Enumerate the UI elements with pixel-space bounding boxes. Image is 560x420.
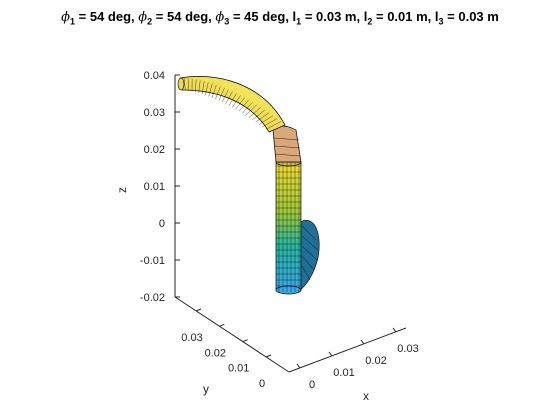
sub-1: 1 bbox=[70, 16, 76, 27]
x-ticks: 0 0.01 0.02 0.03 bbox=[296, 327, 419, 391]
x-tick-label: 0 bbox=[309, 379, 315, 391]
title-phi1: = 54 deg, bbox=[78, 9, 135, 24]
x-tick-label: 0.01 bbox=[333, 367, 354, 379]
z-axis-label: z bbox=[115, 187, 129, 193]
x-tick-label: 0.02 bbox=[365, 355, 386, 367]
title-phi2: = 54 deg, bbox=[155, 9, 212, 24]
segment-3-arc bbox=[177, 76, 286, 133]
y-tick-label: 0.03 bbox=[181, 332, 202, 344]
segment-2-tube bbox=[272, 125, 302, 163]
title-l3: = 0.03 m bbox=[447, 9, 499, 24]
title-l2: = 0.01 m, bbox=[375, 9, 432, 24]
x-tick-mark bbox=[328, 351, 333, 357]
z-tick-label: 0.03 bbox=[144, 107, 165, 119]
z-ticks: -0.02 -0.01 0 0.01 0.02 0.03 0.04 bbox=[140, 70, 180, 304]
x-tick-mark bbox=[360, 339, 365, 345]
x-axis-label: x bbox=[363, 389, 369, 403]
chart-title: ϕ1 = 54 deg, ϕ2 = 54 deg, ϕ3 = 45 deg, l… bbox=[61, 9, 499, 27]
sub-l2: 2 bbox=[367, 16, 373, 27]
y-tick-label: 0 bbox=[259, 378, 265, 390]
x-tick-label: 0.03 bbox=[397, 343, 418, 355]
segment-1-bulge bbox=[299, 220, 320, 291]
y-axis-label: y bbox=[203, 382, 209, 396]
x-tick-mark bbox=[392, 327, 397, 333]
z-tick-label: 0.02 bbox=[144, 144, 165, 156]
x-tick-mark bbox=[296, 363, 301, 369]
y-axis-line bbox=[174, 296, 290, 373]
y-tick-label: 0.01 bbox=[228, 363, 249, 375]
z-tick-label: -0.02 bbox=[140, 292, 165, 304]
segment-1-tube bbox=[275, 157, 302, 295]
z-tick-label: 0 bbox=[159, 218, 165, 230]
y-tick-mark bbox=[219, 323, 225, 327]
sub-3: 3 bbox=[224, 16, 230, 27]
z-tick-label: 0.01 bbox=[144, 181, 165, 193]
phi-symbol: ϕ bbox=[61, 10, 71, 25]
y-tick-mark bbox=[242, 339, 248, 343]
x-axis-line bbox=[288, 327, 407, 373]
title-l1: = 0.03 m, bbox=[304, 9, 361, 24]
y-tick-label: 0.02 bbox=[205, 347, 226, 359]
sub-2: 2 bbox=[147, 16, 153, 27]
phi-symbol: ϕ bbox=[215, 10, 225, 25]
z-tick-label: 0.04 bbox=[144, 70, 165, 82]
y-ticks: 0 0.010.020.03 bbox=[181, 308, 272, 390]
y-tick-mark bbox=[195, 308, 202, 312]
sub-l1: 1 bbox=[296, 16, 302, 27]
sub-l3: 3 bbox=[438, 16, 444, 27]
phi-symbol: ϕ bbox=[138, 10, 148, 25]
z-tick-label: -0.01 bbox=[140, 255, 165, 267]
y-tick-mark bbox=[265, 354, 272, 358]
title-phi3: = 45 deg, bbox=[232, 9, 289, 24]
